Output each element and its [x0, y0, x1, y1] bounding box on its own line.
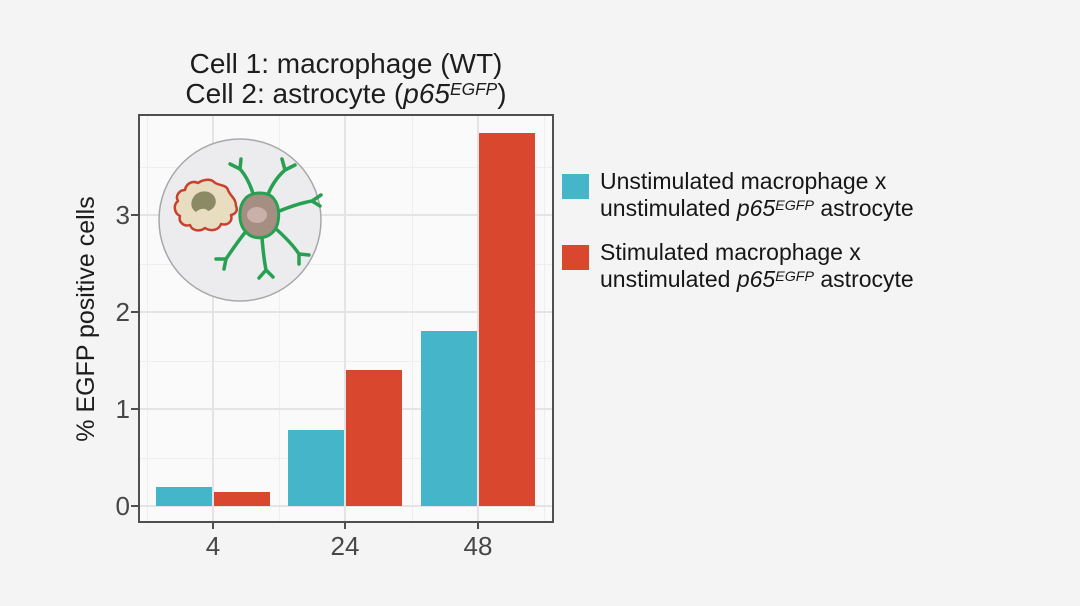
macrophage-nucleus [191, 191, 216, 212]
bar-stimulated-48h [479, 132, 535, 506]
grid-minor-line-v [411, 114, 413, 523]
grid-minor-line-h [138, 360, 554, 362]
x-tick-label: 24 [330, 531, 360, 561]
bar-unstimulated-4h [156, 486, 212, 506]
grid-minor-line-v [146, 114, 148, 523]
gene-name: p65 [403, 78, 450, 109]
grid-minor-line-v [544, 114, 546, 523]
y-axis-tick [131, 214, 138, 216]
legend-item-unstimulated: Unstimulated macrophage x unstimulated p… [562, 168, 914, 226]
grid-major-line-v [212, 114, 214, 523]
gene-superscript: EGFP [449, 79, 498, 100]
bar-stimulated-24h [346, 370, 402, 506]
x-axis-tick [344, 523, 346, 529]
grid-minor-line-h [138, 166, 554, 168]
legend-line2-post: astrocyte [814, 266, 914, 292]
y-axis-tick [131, 505, 138, 507]
legend-item-stimulated: Stimulated macrophage x unstimulated p65… [562, 239, 914, 297]
legend-label-stimulated: Stimulated macrophage x unstimulated p65… [600, 239, 914, 297]
y-axis-tick [131, 311, 138, 313]
chart-title-line2-post: ) [497, 78, 507, 109]
legend-label-unstimulated: Unstimulated macrophage x unstimulated p… [600, 168, 914, 226]
grid-major-line-v [344, 114, 346, 523]
bar-stimulated-4h [214, 492, 270, 506]
y-tick-label: 0 [115, 491, 130, 521]
gene-superscript: EGFP [775, 268, 814, 285]
legend-line2: unstimulated p65EGFP astrocyte [600, 195, 914, 226]
macrophage-icon [173, 178, 239, 232]
x-tick-label: 4 [205, 531, 221, 561]
grid-minor-line-v [279, 114, 281, 523]
legend-line2: unstimulated p65EGFP astrocyte [600, 266, 914, 297]
gene-name: p65 [736, 266, 776, 292]
gene-name: p65 [736, 195, 776, 221]
y-tick-label: 3 [115, 200, 130, 230]
legend-line1: Unstimulated macrophage x [600, 168, 887, 194]
grid-minor-line-h [138, 263, 554, 265]
grid-major-line-h [138, 311, 554, 313]
legend-line2-pre: unstimulated [600, 195, 737, 221]
legend-line2-post: astrocyte [814, 195, 914, 221]
bar-unstimulated-24h [288, 430, 344, 506]
bar-unstimulated-48h [421, 331, 477, 506]
legend-line1: Stimulated macrophage x [600, 239, 861, 265]
grid-major-line-v [477, 114, 479, 523]
legend-swatch-unstimulated [562, 174, 589, 199]
chart-title: Cell 1: macrophage (WT) Cell 2: astrocyt… [128, 49, 564, 112]
legend: Unstimulated macrophage x unstimulated p… [562, 168, 914, 310]
chart-title-line2: Cell 2: astrocyte (p65EGFP) [128, 79, 564, 112]
legend-swatch-stimulated [562, 245, 589, 270]
astrocyte-icon [214, 157, 323, 280]
legend-line2-pre: unstimulated [600, 266, 737, 292]
x-tick-label: 48 [463, 531, 493, 561]
grid-major-line-h [138, 214, 554, 216]
x-axis-tick [212, 523, 214, 529]
gene-superscript: EGFP [775, 197, 814, 214]
x-axis-tick [477, 523, 479, 529]
grid-major-line-h [138, 505, 554, 507]
y-tick-label: 1 [115, 394, 130, 424]
chart-title-line2-pre: Cell 2: astrocyte ( [185, 78, 404, 109]
y-axis-tick [131, 408, 138, 410]
astrocyte-nucleus [247, 207, 267, 223]
plot-panel [138, 114, 554, 523]
chart-title-line1: Cell 1: macrophage (WT) [189, 48, 503, 79]
coculture-illustration [158, 138, 323, 302]
y-tick-label: 2 [115, 297, 130, 327]
